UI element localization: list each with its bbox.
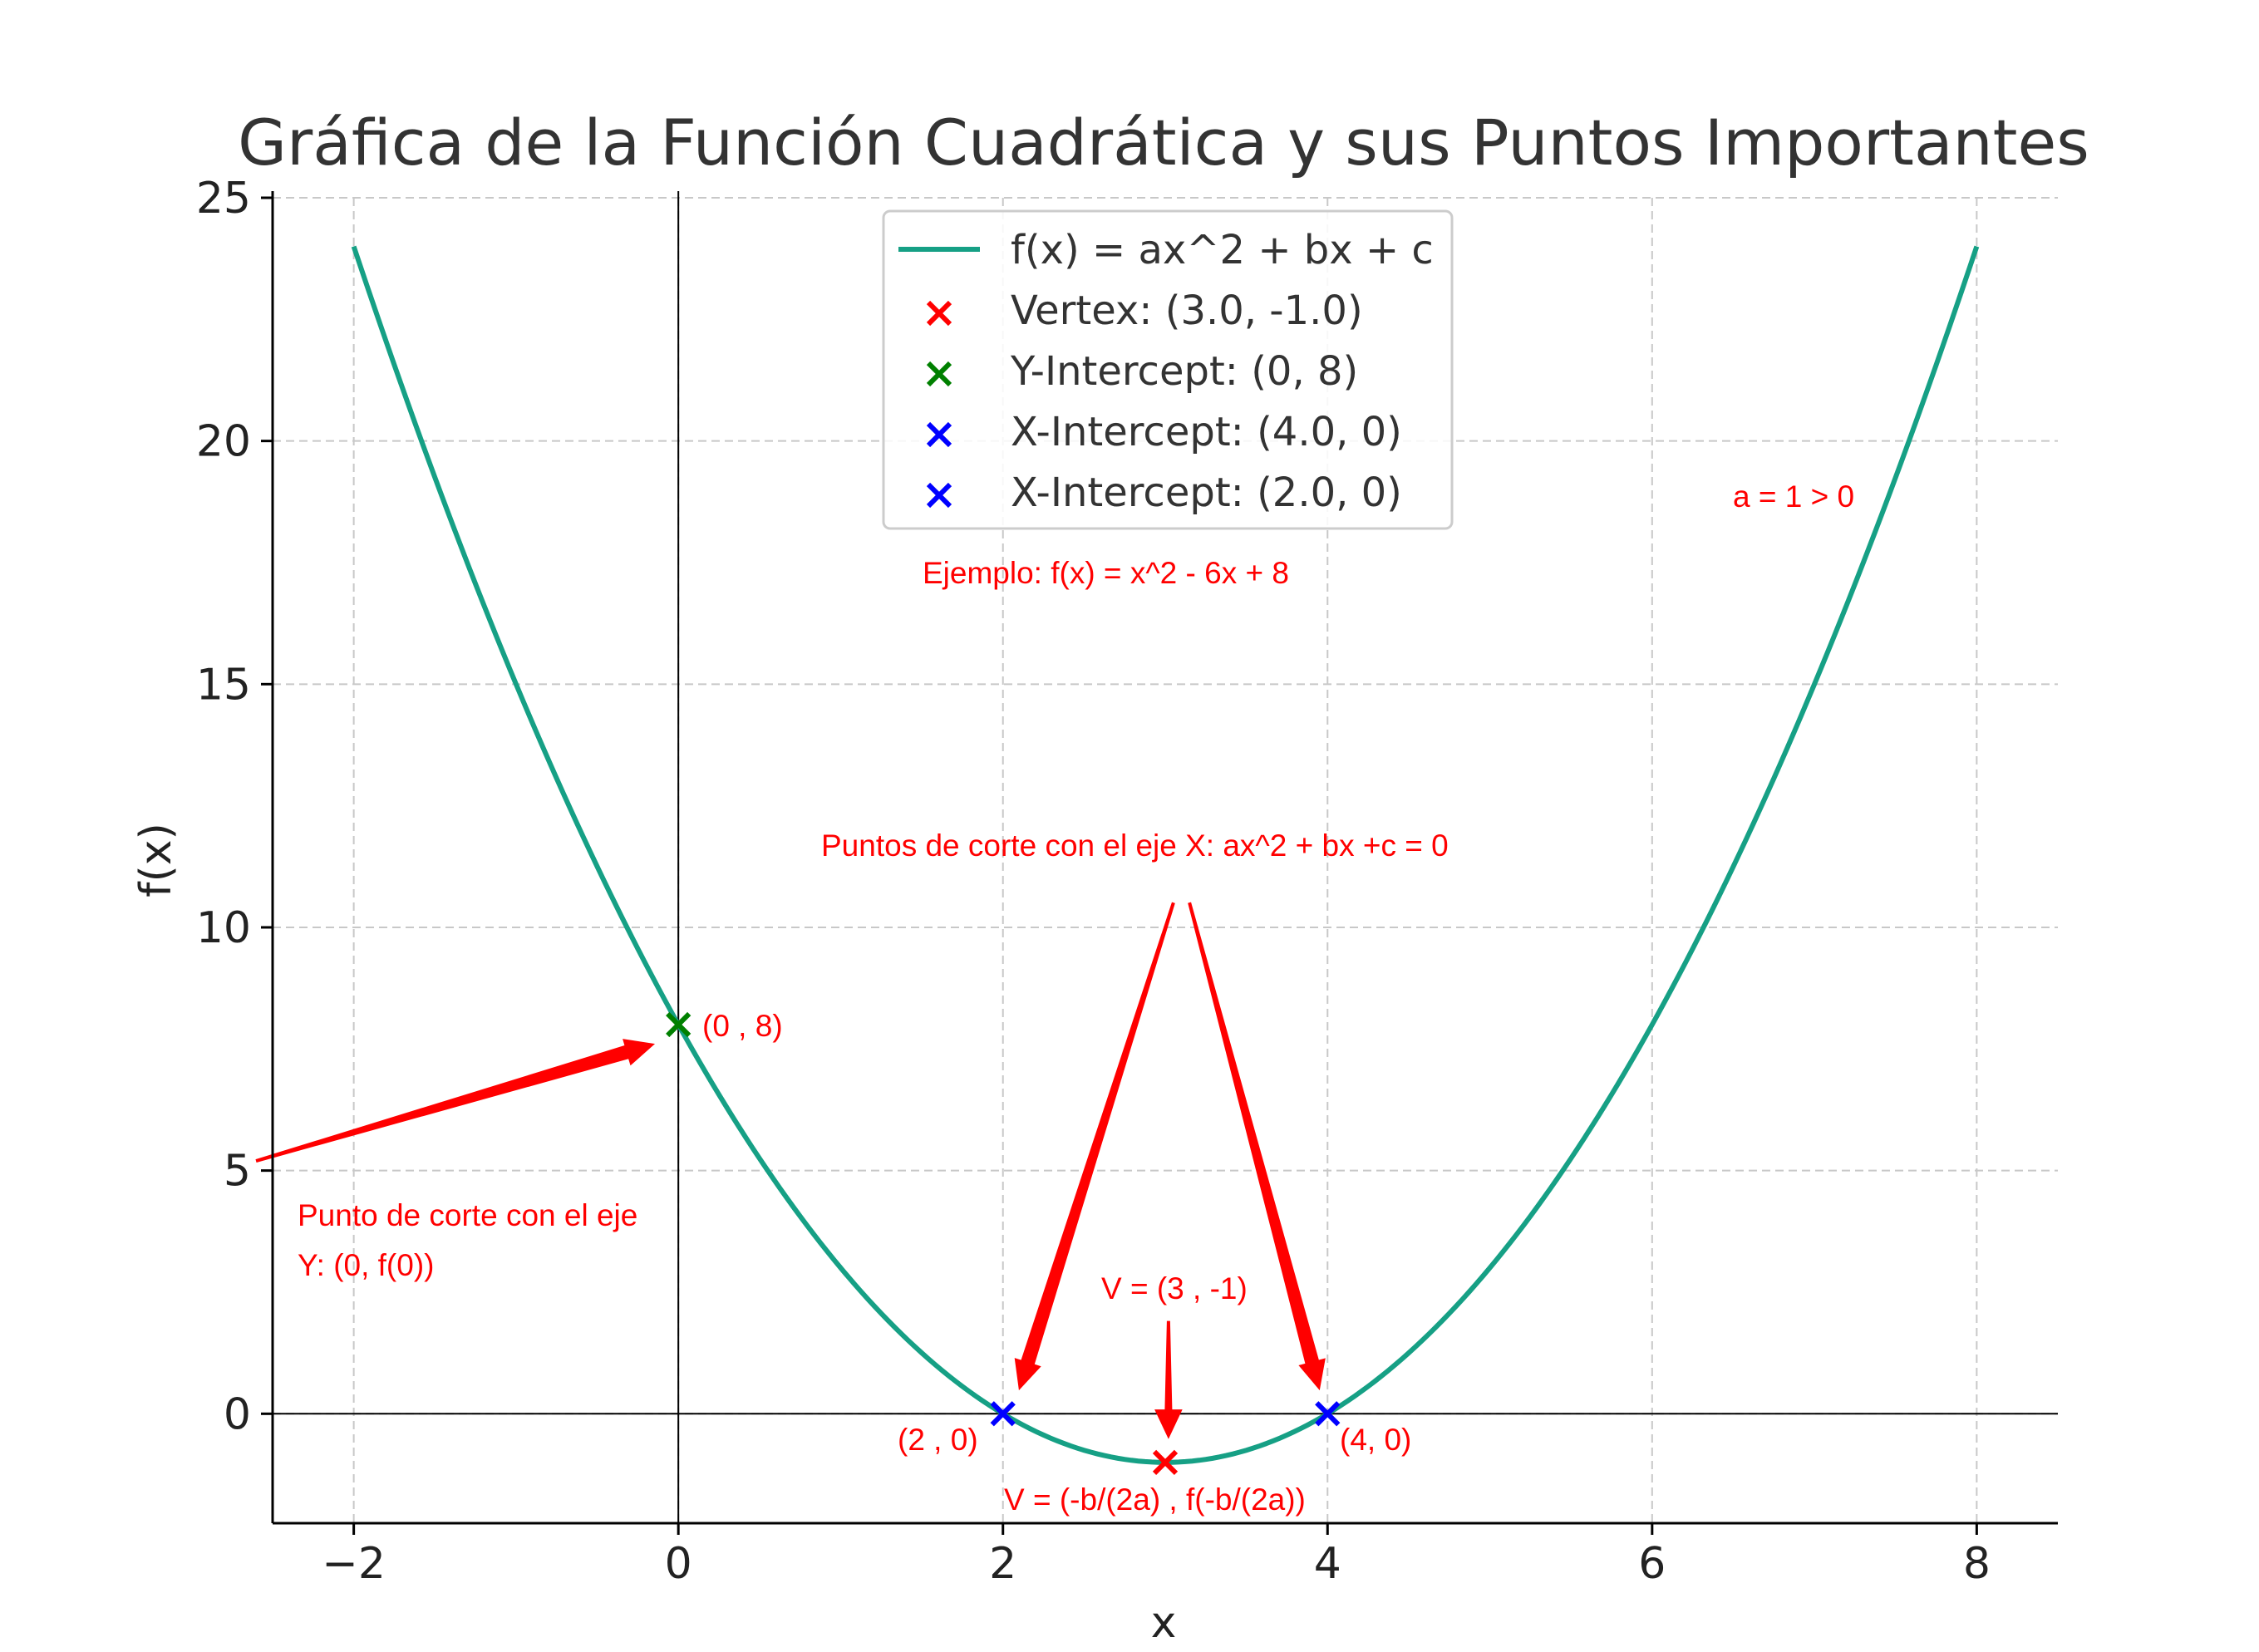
data-point-marker bbox=[1152, 1449, 1179, 1475]
markers bbox=[666, 1011, 1341, 1475]
annotation-a-positive: a = 1 > 0 bbox=[1733, 479, 1854, 514]
x-tick-label: 2 bbox=[989, 1539, 1016, 1589]
annotation-vertex-value: V = (3 , -1) bbox=[1101, 1271, 1248, 1305]
annotation-x-intercept-2: (2 , 0) bbox=[898, 1423, 978, 1457]
x-tick-label: −2 bbox=[322, 1539, 386, 1589]
y-tick-label: 20 bbox=[196, 417, 251, 467]
annotation-arrow bbox=[1014, 902, 1175, 1391]
arrows bbox=[255, 902, 1326, 1439]
legend: f(x) = ax^2 + bx + c Vertex: (3.0, -1.0) Y… bbox=[882, 209, 1454, 530]
legend-entry-label: Y-Intercept: (0, 8) bbox=[1010, 348, 1358, 395]
legend-entry-label: X-Intercept: (4.0, 0) bbox=[1011, 409, 1402, 455]
x-tick-label: 8 bbox=[1963, 1539, 1991, 1589]
annotation-y-intercept-point: (0 , 8) bbox=[702, 1009, 783, 1043]
x-tick-label: 0 bbox=[665, 1539, 692, 1589]
axes: −2 0 2 4 6 8 0 5 10 15 20 25 bbox=[196, 174, 2058, 1589]
x-tick-label: 4 bbox=[1314, 1539, 1341, 1589]
y-axis-label: f(x) bbox=[131, 823, 181, 897]
y-tick-label: 10 bbox=[196, 903, 251, 953]
annotation-y-intercept-line2: Y: (0, f(0)) bbox=[298, 1248, 434, 1282]
data-point-marker bbox=[990, 1401, 1016, 1427]
y-tick-label: 15 bbox=[196, 660, 251, 710]
legend-swatch-marker bbox=[926, 482, 952, 509]
legend-swatch-marker bbox=[926, 361, 952, 387]
x-tick-label: 6 bbox=[1638, 1539, 1666, 1589]
legend-entry-label: f(x) = ax^2 + bx + c bbox=[1011, 227, 1434, 273]
annotation-arrow bbox=[1188, 902, 1326, 1391]
x-axis-label: x bbox=[1151, 1598, 1177, 1648]
legend-box bbox=[882, 209, 1454, 530]
y-tick-label: 0 bbox=[224, 1389, 251, 1439]
legend-entry-label: X-Intercept: (2.0, 0) bbox=[1011, 470, 1402, 516]
annotation-x-intercepts: Puntos de corte con el eje X: ax^2 + bx … bbox=[821, 828, 1449, 863]
legend-swatch-marker bbox=[926, 421, 952, 448]
annotations: a = 1 > 0 Ejemplo: f(x) = x^2 - 6x + 8 Pun… bbox=[298, 479, 1854, 1517]
annotation-vertex-formula: V = (-b/(2a) , f(-b/(2a)) bbox=[1004, 1482, 1306, 1517]
y-tick-label: 5 bbox=[224, 1147, 251, 1197]
y-tick-label: 25 bbox=[196, 174, 251, 224]
annotation-arrow bbox=[1154, 1320, 1183, 1439]
annotation-x-intercept-4: (4, 0) bbox=[1340, 1423, 1411, 1457]
legend-entry-label: Vertex: (3.0, -1.0) bbox=[1011, 288, 1363, 334]
annotation-example: Ejemplo: f(x) = x^2 - 6x + 8 bbox=[923, 556, 1289, 590]
chart-title: Gráfica de la Función Cuadrática y sus P… bbox=[238, 106, 2089, 179]
data-point-marker bbox=[666, 1011, 691, 1038]
legend-swatch-marker bbox=[926, 300, 952, 327]
annotation-y-intercept-line1: Punto de corte con el eje bbox=[298, 1198, 637, 1232]
data-point-marker bbox=[1315, 1401, 1341, 1427]
annotation-arrow bbox=[255, 1039, 656, 1163]
